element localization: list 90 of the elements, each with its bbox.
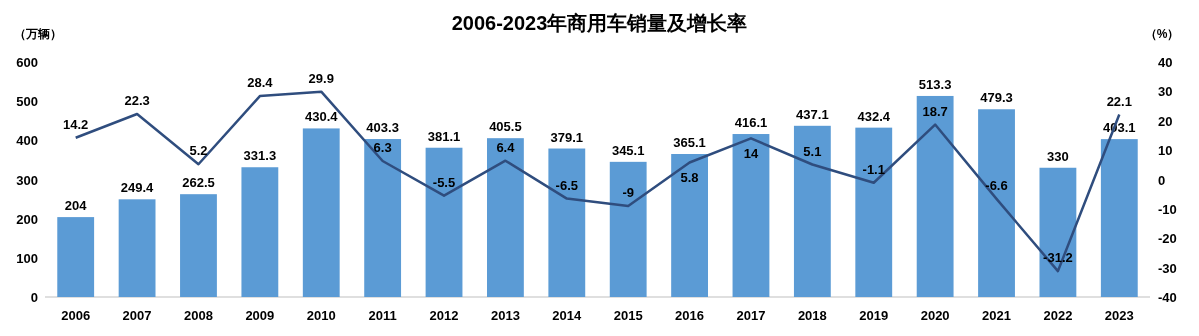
x-tick-label: 2022 <box>1043 308 1073 323</box>
y-tick-label: 100 <box>16 250 38 266</box>
x-tick-label: 2013 <box>490 308 520 323</box>
x-tick-label: 2008 <box>184 308 213 323</box>
data-label: 249.4 <box>120 180 155 196</box>
data-label: 416.1 <box>734 115 768 131</box>
data-label: 6.3 <box>373 139 392 155</box>
y-tick-label: 500 <box>16 94 38 110</box>
data-label: 345.1 <box>611 142 645 158</box>
data-label: 403.3 <box>366 120 399 136</box>
data-label: 381.1 <box>427 128 461 144</box>
y2-axis-title: （%） <box>1144 27 1180 41</box>
x-tick-label: 2021 <box>982 308 1011 323</box>
y2-tick-label: 30 <box>1158 84 1173 100</box>
x-tick-label: 2017 <box>736 308 766 323</box>
data-label: 5.8 <box>680 170 699 186</box>
data-label: 430.4 <box>304 109 339 125</box>
data-label: 513.3 <box>918 76 952 92</box>
data-label: 6.4 <box>496 139 516 155</box>
y2-tick-label: 0 <box>1158 172 1166 188</box>
data-label: 5.1 <box>803 143 822 159</box>
x-tick-label: 2011 <box>368 308 397 323</box>
y-axis-title: （万辆） <box>14 27 62 41</box>
bar <box>302 128 340 297</box>
y-tick-label: 400 <box>16 133 38 149</box>
bar <box>180 194 217 297</box>
data-label: 29.9 <box>308 70 334 86</box>
y2-tick-label: 10 <box>1158 143 1173 159</box>
y2-tick-label: -20 <box>1158 231 1177 247</box>
data-label: 379.1 <box>550 129 584 145</box>
data-label: 432.4 <box>857 108 891 124</box>
x-tick-label: 2010 <box>306 308 336 323</box>
x-tick-label: 2006 <box>61 308 91 323</box>
data-label: -31.2 <box>1043 250 1073 266</box>
x-tick-label: 2016 <box>675 308 705 323</box>
x-tick-label: 2014 <box>552 308 583 323</box>
bar <box>241 167 279 297</box>
y2-tick-label: -40 <box>1158 290 1177 305</box>
data-label: -6.5 <box>555 177 579 193</box>
bar <box>364 139 402 297</box>
bar <box>793 125 831 297</box>
bar <box>118 199 156 297</box>
x-tick-label: 2015 <box>613 308 643 323</box>
y2-tick-label: -10 <box>1158 201 1177 217</box>
data-label: 479.3 <box>980 90 1013 106</box>
bar <box>1039 167 1077 297</box>
data-label: 22.3 <box>124 92 150 108</box>
data-label: -6.6 <box>985 177 1008 193</box>
bar <box>671 154 708 297</box>
y-tick-label: 200 <box>16 211 38 227</box>
data-label: 28.4 <box>247 75 274 91</box>
data-label: 330 <box>1047 148 1069 164</box>
y2-tick-label: 20 <box>1158 113 1173 129</box>
bar <box>609 161 647 297</box>
y-tick-label: 300 <box>16 172 38 188</box>
data-label: 18.7 <box>922 103 948 119</box>
x-tick-label: 2019 <box>859 308 889 323</box>
y2-tick-label: 40 <box>1158 55 1173 70</box>
data-label: 262.5 <box>182 175 215 191</box>
bar <box>487 138 524 297</box>
x-tick-label: 2023 <box>1104 308 1134 323</box>
y-tick-label: 600 <box>16 55 38 70</box>
data-label: 5.2 <box>189 143 208 159</box>
x-tick-label: 2020 <box>920 308 950 323</box>
bar <box>732 134 770 297</box>
data-label: -1.1 <box>862 161 885 177</box>
x-tick-label: 2007 <box>122 308 152 323</box>
bar <box>916 95 954 297</box>
data-label: 437.1 <box>796 106 829 122</box>
bar <box>57 217 95 297</box>
bar <box>855 127 893 297</box>
data-label: 14 <box>743 146 759 162</box>
data-label: 331.3 <box>243 148 277 164</box>
bar <box>978 109 1015 297</box>
x-tick-label: 2012 <box>429 308 459 323</box>
bar <box>1100 139 1138 297</box>
data-label: 22.1 <box>1106 93 1132 109</box>
data-label: -5.5 <box>432 174 456 190</box>
y-tick-label: 0 <box>30 290 38 305</box>
y2-tick-label: -30 <box>1158 260 1177 276</box>
data-label: 14.2 <box>63 116 89 132</box>
x-tick-label: 2009 <box>245 308 275 323</box>
bar <box>425 147 463 297</box>
data-label: -9 <box>622 184 634 200</box>
chart-title: 2006-2023年商用车销量及增长率 <box>451 12 748 34</box>
data-label: 365.1 <box>673 135 706 150</box>
data-label: 405.5 <box>489 119 522 135</box>
bar <box>548 148 586 297</box>
x-tick-label: 2018 <box>797 308 827 323</box>
data-label: 204 <box>64 198 88 214</box>
